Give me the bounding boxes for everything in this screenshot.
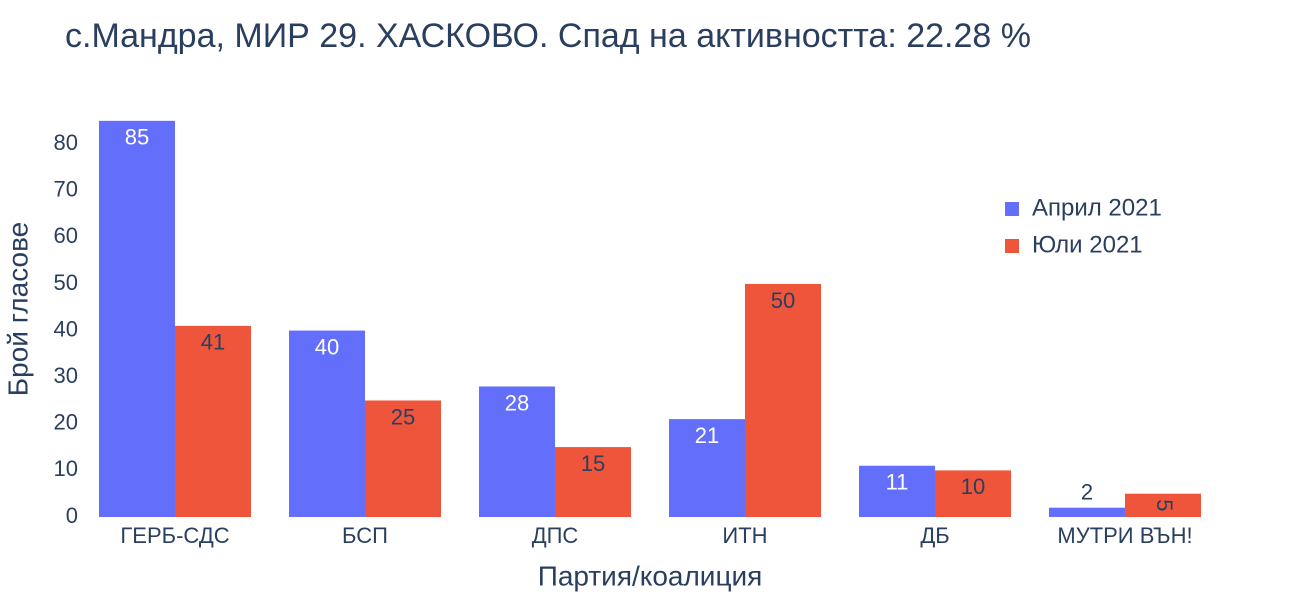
data-label: 85 [125,125,149,150]
data-label: 5 [1152,499,1177,511]
bar [99,120,175,518]
data-label: 28 [505,390,529,415]
x-tick-label: БСП [342,523,388,548]
y-tick-label: 0 [66,503,78,528]
legend-label: Април 2021 [1032,194,1162,221]
bar [555,447,631,517]
bar [365,400,441,517]
data-label: 2 [1081,479,1093,504]
x-tick-label: МУТРИ ВЪН! [1057,523,1192,548]
data-label: 11 [886,470,909,495]
data-label: 10 [961,474,985,499]
x-tick-label: ДПС [532,523,579,548]
y-tick-label: 10 [54,456,78,481]
bar [289,330,365,517]
data-label: 15 [581,451,605,476]
y-tick-label: 40 [54,316,78,341]
bar [935,470,1011,517]
y-tick-label: 60 [54,223,78,248]
bar [669,419,745,517]
y-tick-label: 30 [54,363,78,388]
y-tick-label: 50 [54,270,78,295]
legend-label: Юли 2021 [1032,231,1143,258]
y-axis-title: Брой гласове [2,222,33,396]
bar [745,283,821,517]
y-tick-label: 70 [54,177,78,202]
x-tick-label: ГЕРБ-СДС [120,523,229,548]
legend-swatch [1005,202,1019,216]
data-label: 21 [695,423,719,448]
bar [1049,507,1125,517]
bar [479,386,555,517]
data-label: 40 [315,334,339,359]
data-label: 25 [391,404,415,429]
legend-swatch [1005,239,1019,253]
x-tick-label: ИТН [722,523,767,548]
bar [859,465,935,517]
chart-title: с.Мандра, МИР 29. ХАСКОВО. Спад на актив… [65,17,1031,55]
x-axis-title: Партия/коалиция [538,560,763,591]
data-label: 50 [771,288,795,313]
x-tick-label: ДБ [920,523,949,548]
bar [1125,493,1201,517]
bar [175,325,251,517]
y-tick-label: 80 [54,130,78,155]
data-label: 41 [201,330,225,355]
y-tick-label: 20 [54,410,78,435]
